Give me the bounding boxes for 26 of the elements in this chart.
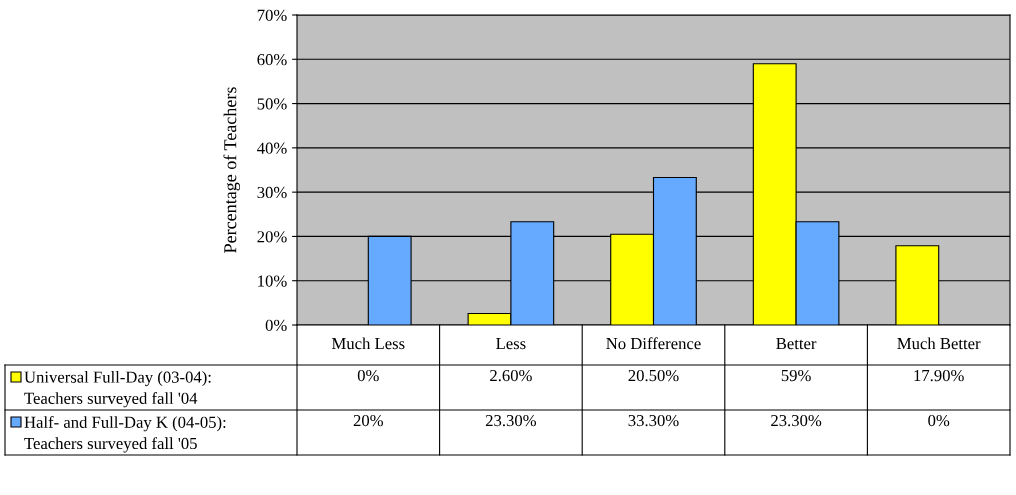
data-label: 17.90% [914, 369, 964, 382]
y-tick-label: 40% [257, 142, 287, 154]
data-label: 20.50% [628, 369, 679, 382]
data-label: 20% [353, 414, 384, 427]
x-tick-label: Less [496, 338, 526, 350]
y-tick-label: 10% [258, 275, 287, 287]
legend-label: Half- and Full-Day K (04-05): Teachers surveyed fall '05 [24, 416, 226, 453]
data-label: 2.60% [490, 369, 532, 382]
y-axis-title: Percentage of Teachers [223, 87, 241, 253]
y-tick-label: 70% [257, 9, 287, 21]
y-tick-label: 20% [257, 231, 287, 243]
data-label: 0% [357, 369, 379, 382]
x-tick-label: No Difference [606, 337, 701, 350]
y-tick-label: 30% [257, 186, 287, 199]
x-tick-label: Better [776, 338, 817, 350]
x-tick-label: Much Better [897, 337, 981, 350]
legend-label: Universal Full-Day (03-04): Teachers surveyed fall '04 [24, 371, 211, 408]
x-tick-label: Much Less [331, 337, 405, 350]
y-tick-label: 60% [257, 53, 287, 66]
y-tick-label: 0% [265, 319, 287, 331]
data-label: 33.30% [628, 414, 679, 427]
data-label: 23.30% [771, 414, 822, 427]
data-label: 23.30% [485, 414, 537, 427]
data-label: 0% [928, 414, 950, 427]
data-label: 59% [781, 369, 811, 382]
y-tick-label: 50% [257, 98, 287, 110]
